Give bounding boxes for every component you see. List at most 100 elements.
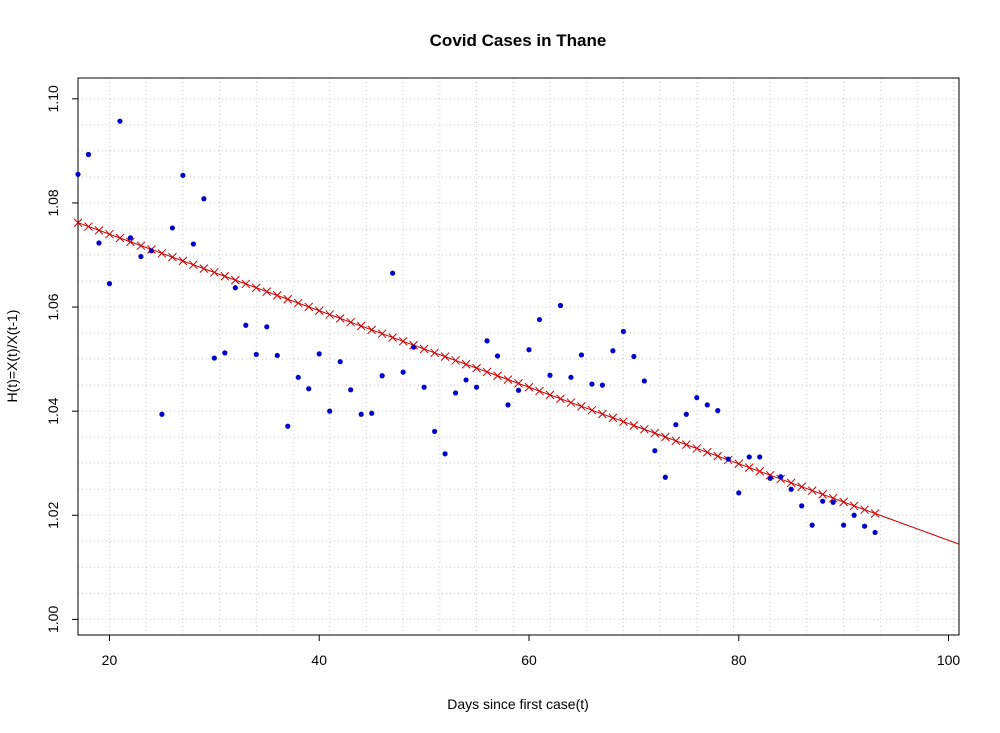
fit-marker bbox=[598, 409, 607, 419]
data-point bbox=[778, 474, 784, 480]
data-point bbox=[106, 281, 113, 287]
fit-marker bbox=[335, 314, 345, 323]
data-point bbox=[442, 451, 448, 457]
data-point bbox=[547, 372, 553, 378]
fit-marker bbox=[860, 505, 869, 515]
fit-marker bbox=[786, 478, 796, 488]
x-tick-label: 100 bbox=[937, 652, 961, 668]
fit-marker bbox=[755, 467, 765, 476]
fit-marker bbox=[314, 306, 324, 316]
data-point bbox=[505, 402, 511, 408]
fit-marker bbox=[346, 317, 356, 327]
fit-marker bbox=[304, 302, 314, 312]
data-point bbox=[243, 322, 249, 328]
data-point bbox=[96, 240, 102, 246]
data-point bbox=[484, 338, 490, 344]
observed-series bbox=[75, 118, 878, 536]
y-axis-label: H(t)=X(t)/X(t-1) bbox=[4, 310, 20, 403]
data-point bbox=[536, 316, 543, 323]
fit-marker bbox=[556, 394, 565, 404]
data-point bbox=[578, 352, 585, 358]
fit-marker bbox=[136, 241, 146, 251]
data-point bbox=[872, 529, 878, 536]
data-point bbox=[431, 428, 438, 435]
data-point bbox=[159, 411, 165, 417]
data-point bbox=[337, 359, 343, 365]
data-point bbox=[725, 456, 731, 462]
fit-marker bbox=[535, 386, 544, 396]
data-point bbox=[463, 377, 469, 383]
data-point bbox=[390, 270, 396, 276]
fit-marker bbox=[524, 382, 534, 392]
data-point bbox=[526, 347, 532, 353]
data-point bbox=[127, 235, 134, 241]
fit-marker bbox=[472, 363, 481, 373]
fit-marker bbox=[503, 375, 513, 384]
fit-marker bbox=[482, 367, 492, 377]
data-point bbox=[253, 351, 259, 358]
fit-marker bbox=[126, 237, 135, 247]
fit-marker bbox=[828, 493, 838, 503]
data-point bbox=[620, 328, 626, 335]
data-point bbox=[704, 402, 710, 408]
fit-marker bbox=[870, 509, 880, 518]
fit-marker bbox=[398, 336, 408, 346]
data-point bbox=[799, 503, 805, 509]
data-point bbox=[694, 395, 700, 401]
fit-marker bbox=[629, 421, 639, 430]
data-point bbox=[295, 374, 301, 380]
data-point bbox=[715, 408, 721, 414]
fit-marker bbox=[115, 233, 125, 243]
data-point bbox=[589, 381, 595, 387]
data-point bbox=[841, 522, 847, 528]
fit-marker bbox=[660, 432, 670, 442]
fit-marker bbox=[493, 371, 502, 381]
y-tick-label: 1.02 bbox=[45, 501, 61, 528]
fit-marker bbox=[388, 333, 397, 342]
fit-marker bbox=[94, 226, 104, 235]
fit-marker bbox=[356, 321, 366, 331]
data-point bbox=[767, 475, 773, 481]
data-point bbox=[820, 498, 826, 504]
fit-marker bbox=[577, 402, 586, 411]
axis-ticks: 20 40 60 80 100 1.00 1.02 1.04 1.06 1.08 1.10 bbox=[45, 85, 960, 668]
fit-marker bbox=[157, 248, 167, 258]
fit-marker bbox=[818, 490, 828, 499]
data-point bbox=[746, 454, 752, 460]
fit-marker bbox=[744, 463, 754, 472]
data-point bbox=[274, 352, 280, 359]
data-point bbox=[662, 474, 668, 480]
fit-marker bbox=[608, 413, 618, 423]
fit-marker bbox=[713, 451, 723, 461]
data-point bbox=[201, 196, 207, 202]
data-point bbox=[557, 302, 564, 309]
chart-title: Covid Cases in Thane bbox=[430, 31, 607, 50]
x-tick-label: 40 bbox=[311, 652, 327, 668]
fit-marker bbox=[797, 482, 807, 492]
fit-marker bbox=[272, 291, 282, 300]
fit-marker bbox=[702, 447, 712, 457]
x-tick-label: 60 bbox=[521, 652, 537, 668]
fit-marker bbox=[84, 222, 93, 231]
x-axis-label: Days since first case(t) bbox=[447, 696, 589, 712]
grid-lines bbox=[78, 78, 959, 635]
data-point bbox=[610, 348, 616, 354]
x-tick-label: 20 bbox=[102, 652, 118, 668]
fit-marker bbox=[220, 271, 230, 281]
fit-marker bbox=[105, 229, 114, 239]
fit-marker bbox=[325, 310, 335, 319]
data-point bbox=[673, 422, 679, 428]
data-point bbox=[285, 423, 291, 429]
data-point bbox=[421, 384, 427, 390]
fit-marker bbox=[849, 501, 859, 511]
data-point bbox=[348, 387, 354, 393]
y-tick-label: 1.04 bbox=[45, 397, 61, 424]
fit-marker bbox=[692, 444, 702, 453]
data-point bbox=[641, 378, 647, 384]
data-point bbox=[515, 387, 522, 393]
fit-marker bbox=[251, 283, 261, 293]
fit-marker bbox=[440, 352, 450, 361]
data-point bbox=[190, 241, 196, 247]
data-point bbox=[599, 382, 606, 388]
data-point bbox=[411, 344, 417, 350]
